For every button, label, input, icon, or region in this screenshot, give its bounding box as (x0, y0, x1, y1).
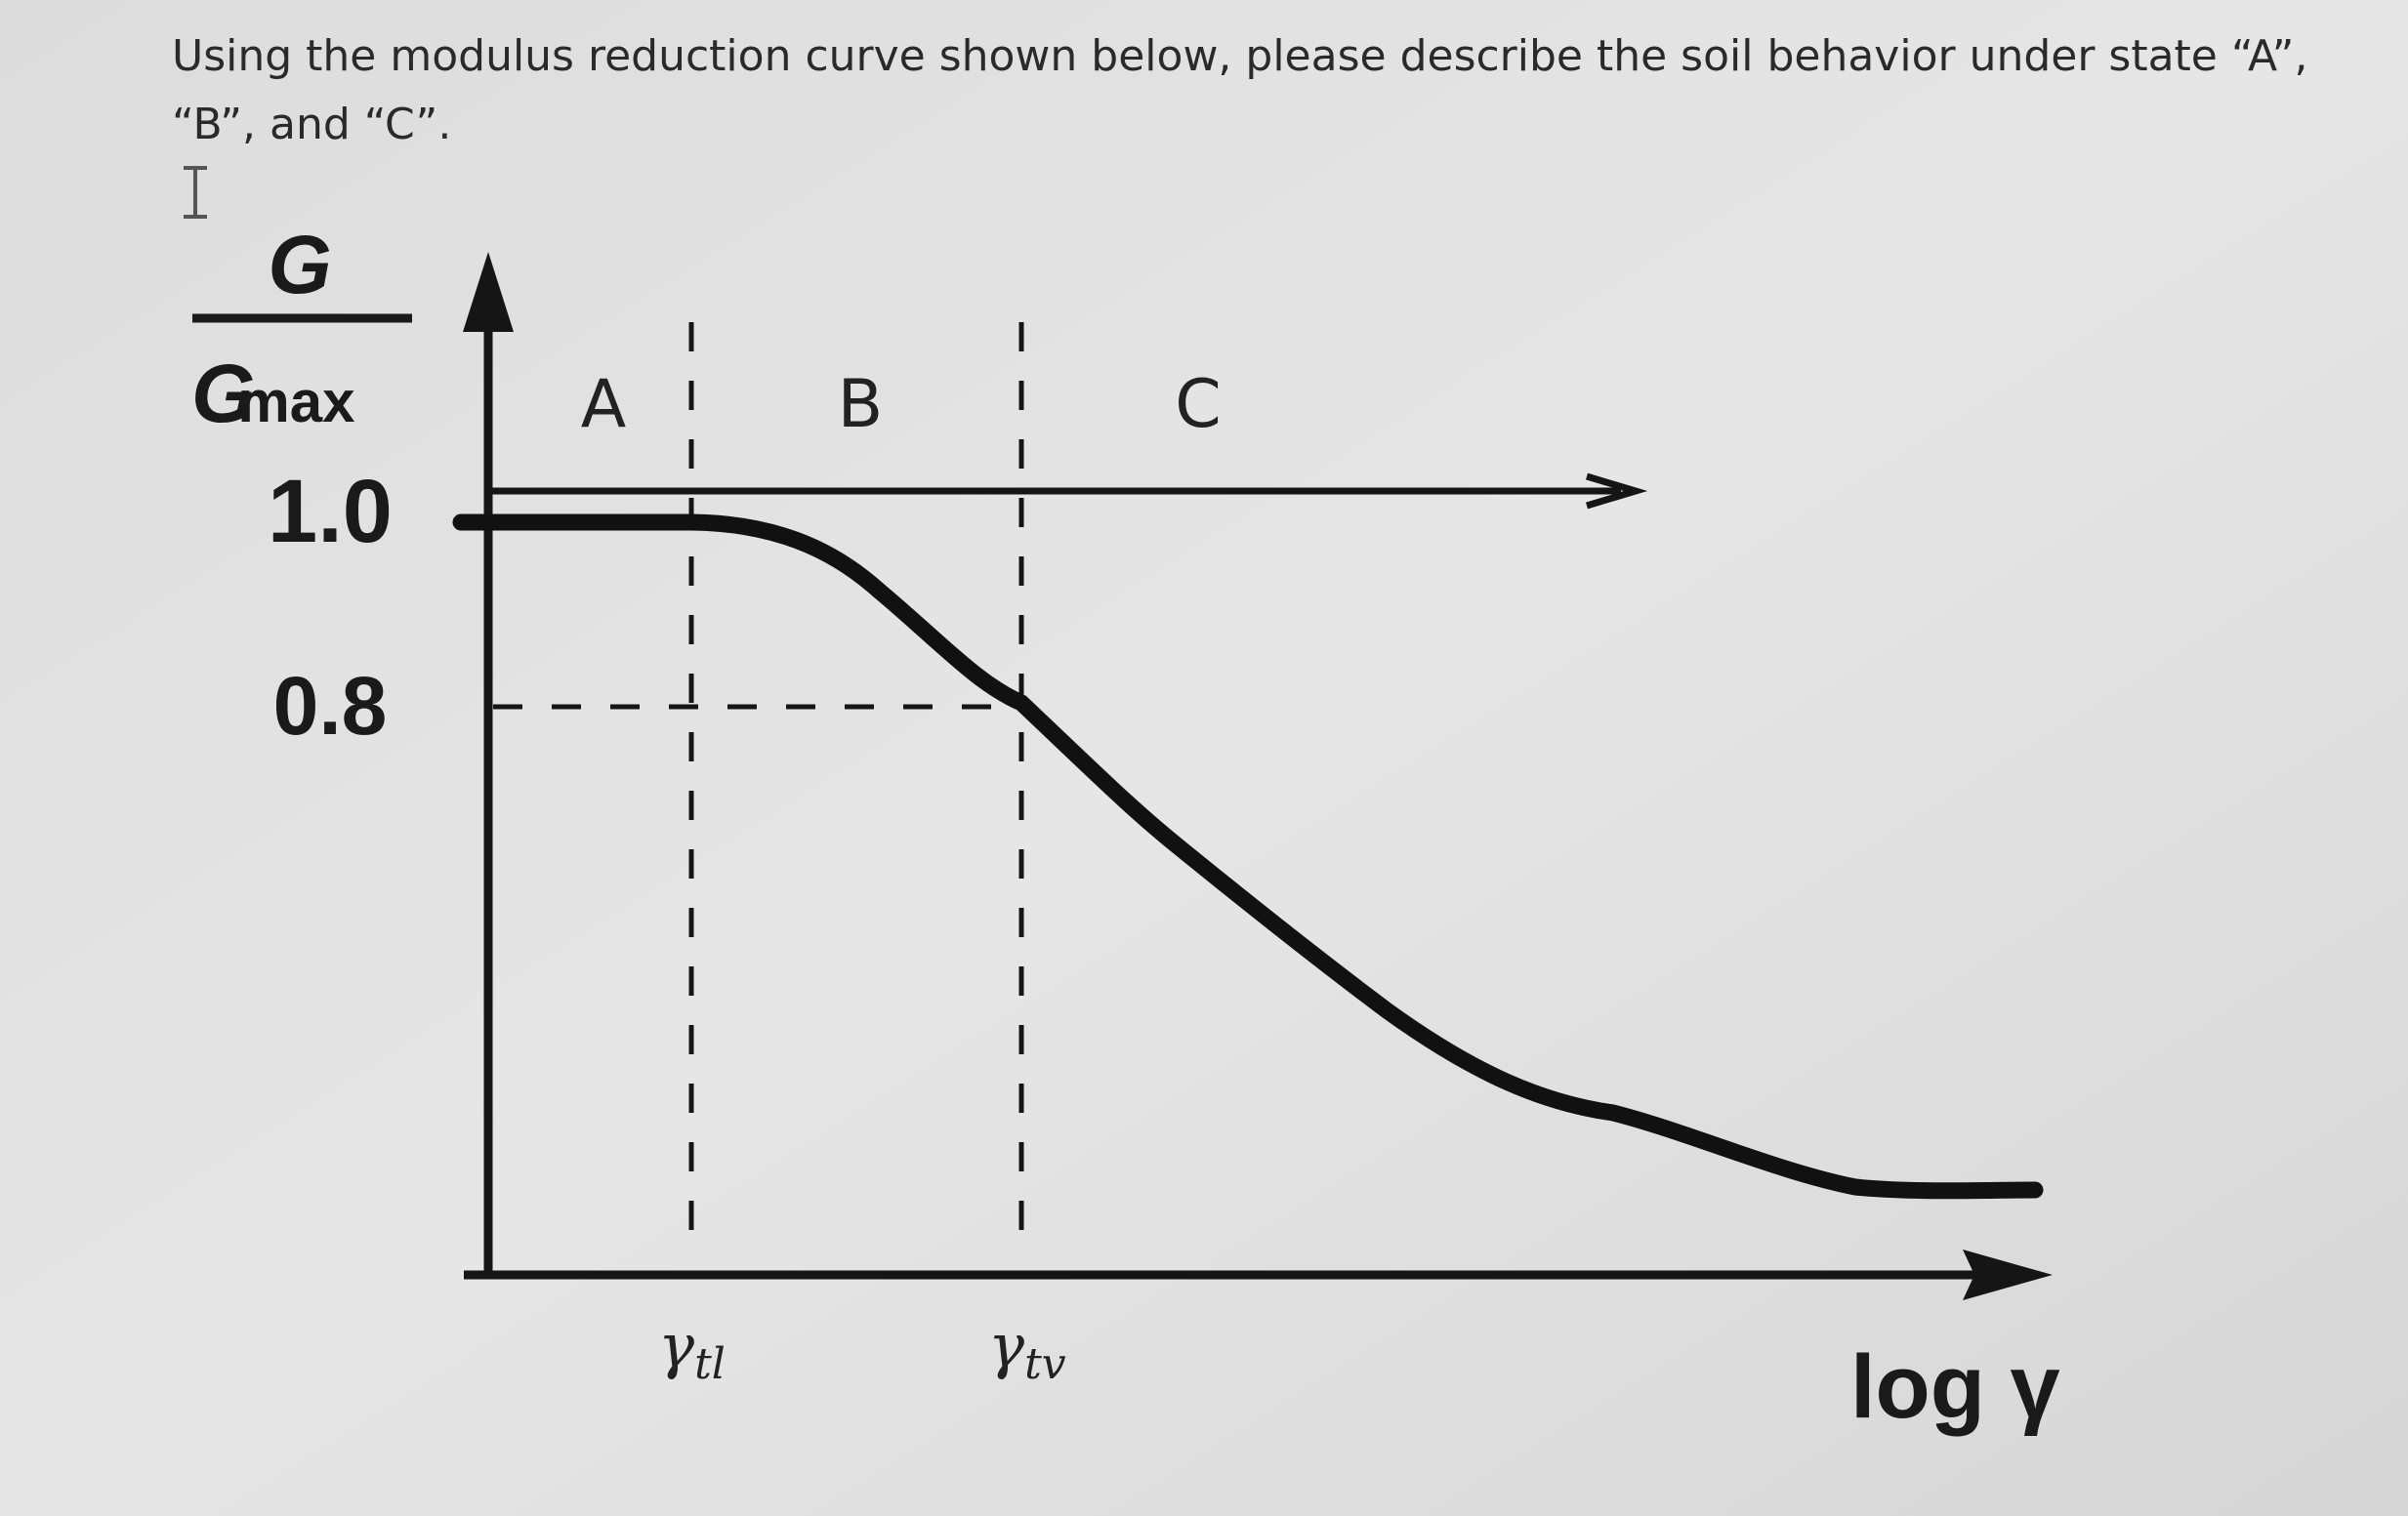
reference-arrow (1585, 472, 1648, 510)
text-cursor (184, 166, 207, 219)
y-label-subscript: max (237, 369, 354, 434)
threshold-label: γtl (658, 1310, 726, 1389)
y-tick-label: 0.8 (273, 660, 388, 752)
y-label-denominator: Gmax (191, 348, 354, 439)
y-label-numerator: G (268, 219, 331, 310)
x-axis-arrow (1963, 1250, 2053, 1300)
threshold-subscript: tl (694, 1339, 726, 1389)
y-label-denominator-base: G (191, 348, 255, 439)
threshold-subscript: tv (1024, 1339, 1066, 1389)
y-axis-arrow (463, 252, 514, 332)
region-label: C (1175, 366, 1221, 443)
question-line: “B”, and “C”. (172, 100, 451, 149)
y-tick-label: 1.0 (268, 462, 393, 561)
region-label: A (581, 366, 627, 443)
question-line: Using the modulus reduction curve shown … (172, 31, 2307, 81)
threshold-label: γtv (988, 1310, 1066, 1389)
threshold-symbol: γ (988, 1310, 1025, 1381)
x-axis-label: log γ (1850, 1337, 2060, 1437)
modulus-curve (452, 513, 2044, 1200)
threshold-symbol: γ (658, 1310, 695, 1381)
region-label: B (838, 366, 884, 443)
